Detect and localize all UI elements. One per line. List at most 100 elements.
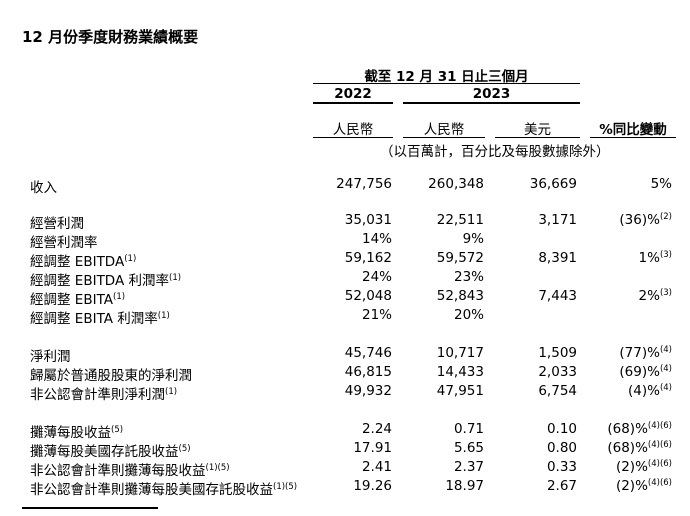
col-usd-header: 美元 xyxy=(524,122,551,138)
row-label: 經調整 EBITA(1) xyxy=(30,292,126,308)
value-usd: 7,443 xyxy=(538,288,577,304)
year-2022-header: 2022 xyxy=(334,86,372,102)
value-2022: 247,756 xyxy=(336,176,392,192)
value-usd: 2,033 xyxy=(538,364,577,380)
value-2023: 59,572 xyxy=(436,250,484,266)
value-usd: 2.67 xyxy=(546,478,577,494)
row-label: 歸屬於普通股股東的淨利潤 xyxy=(30,368,192,384)
col-rmb-2023-header: 人民幣 xyxy=(423,122,465,138)
value-2022: 46,815 xyxy=(344,364,392,380)
value-change: 5% xyxy=(650,176,672,192)
year-2022-underline xyxy=(313,102,393,104)
row-label: 攤薄每股美國存託股收益(5) xyxy=(30,444,191,460)
footnote-ref: (1) xyxy=(169,273,182,283)
year-2023-header: 2023 xyxy=(472,86,511,102)
value-2023: 9% xyxy=(462,231,484,247)
value-change: (4)%(4) xyxy=(628,383,672,399)
value-2023: 10,717 xyxy=(436,345,484,361)
footnote-ref: (4) xyxy=(659,345,672,355)
col-underline-3 xyxy=(495,137,580,138)
value-usd: 6,754 xyxy=(538,383,577,399)
footnote-rule xyxy=(22,507,158,509)
page-title: 12 月份季度財務業績概要 xyxy=(22,28,199,46)
value-2023: 5.65 xyxy=(453,440,484,456)
footnote-ref: (1) xyxy=(157,311,170,321)
value-change: 1%(3) xyxy=(638,250,672,266)
value-2023: 14,433 xyxy=(436,364,484,380)
period-header: 截至 12 月 31 日止三個月 xyxy=(364,69,529,85)
value-2022: 52,048 xyxy=(344,288,392,304)
value-usd: 8,391 xyxy=(538,250,577,266)
footnote-ref: (1)(5) xyxy=(273,482,298,492)
value-2022: 59,162 xyxy=(344,250,392,266)
value-2022: 2.24 xyxy=(361,421,392,437)
row-label: 淨利潤 xyxy=(30,349,71,365)
footnote-ref: (3) xyxy=(659,250,672,260)
value-2022: 21% xyxy=(361,307,392,323)
value-change: (77)%(4) xyxy=(619,345,672,361)
row-label: 經調整 EBITDA(1) xyxy=(30,254,137,270)
footnote-ref: (1)(5) xyxy=(205,463,230,473)
footnote-ref: (4)(6) xyxy=(647,421,672,431)
row-label: 經營利潤率 xyxy=(30,235,98,251)
value-2022: 35,031 xyxy=(344,212,392,228)
value-2023: 260,348 xyxy=(428,176,484,192)
units-note: （以百萬計，百分比及每股數據除外） xyxy=(380,144,610,160)
footnote-ref: (1) xyxy=(113,292,126,302)
footnote-ref: (4)(6) xyxy=(647,440,672,450)
period-underline xyxy=(313,83,580,84)
year-2023-underline xyxy=(403,102,580,104)
value-usd: 1,509 xyxy=(538,345,577,361)
footnote-ref: (4)(6) xyxy=(647,459,672,469)
value-2022: 17.91 xyxy=(353,440,392,456)
value-2022: 24% xyxy=(361,269,392,285)
col-underline-1 xyxy=(313,137,393,138)
value-change: (68)%(4)(6) xyxy=(607,440,672,456)
value-2022: 45,746 xyxy=(344,345,392,361)
row-label: 攤薄每股收益(5) xyxy=(30,425,124,441)
row-label: 非公認會計準則攤薄每股美國存託股收益(1)(5) xyxy=(30,482,298,498)
row-label: 經調整 EBITDA 利潤率(1) xyxy=(30,273,182,289)
value-change: (69)%(4) xyxy=(619,364,672,380)
value-2023: 18.97 xyxy=(445,478,484,494)
row-label: 經營利潤 xyxy=(30,216,84,232)
value-change: (2)%(4)(6) xyxy=(615,459,672,475)
value-2023: 0.71 xyxy=(453,421,484,437)
col-underline-4 xyxy=(590,137,676,138)
value-2023: 22,511 xyxy=(436,212,484,228)
col-change-header: %同比變動 xyxy=(599,122,667,138)
footnote-ref: (3) xyxy=(659,288,672,298)
value-usd: 0.80 xyxy=(546,440,577,456)
value-change: (36)%(2) xyxy=(619,212,672,228)
footnote-ref: (2) xyxy=(659,212,672,222)
footnote-ref: (4) xyxy=(659,383,672,393)
value-2023: 2.37 xyxy=(453,459,484,475)
value-change: 2%(3) xyxy=(638,288,672,304)
value-usd: 36,669 xyxy=(529,176,577,192)
col-underline-2 xyxy=(403,137,485,138)
value-change: (68)%(4)(6) xyxy=(607,421,672,437)
value-change: (2)%(4)(6) xyxy=(615,478,672,494)
value-usd: 0.33 xyxy=(546,459,577,475)
value-2023: 23% xyxy=(453,269,484,285)
row-label: 非公認會計準則攤薄每股收益(1)(5) xyxy=(30,463,230,479)
footnote-ref: (1) xyxy=(165,387,178,397)
value-2023: 47,951 xyxy=(436,383,484,399)
col-rmb-2022-header: 人民幣 xyxy=(332,122,374,138)
footnote-ref: (5) xyxy=(178,444,191,454)
row-label: 經調整 EBITA 利潤率(1) xyxy=(30,311,170,327)
value-usd: 3,171 xyxy=(538,212,577,228)
value-2023: 52,843 xyxy=(436,288,484,304)
footnote-ref: (5) xyxy=(111,425,124,435)
value-2022: 14% xyxy=(361,231,392,247)
footnote-ref: (4)(6) xyxy=(647,478,672,488)
row-label: 非公認會計準則淨利潤(1) xyxy=(30,387,178,403)
footnote-ref: (4) xyxy=(659,364,672,374)
footnote-ref: (1) xyxy=(124,254,137,264)
row-label: 收入 xyxy=(30,180,57,196)
value-usd: 0.10 xyxy=(546,421,577,437)
value-2023: 20% xyxy=(453,307,484,323)
value-2022: 19.26 xyxy=(353,478,392,494)
value-2022: 2.41 xyxy=(361,459,392,475)
value-2022: 49,932 xyxy=(344,383,392,399)
